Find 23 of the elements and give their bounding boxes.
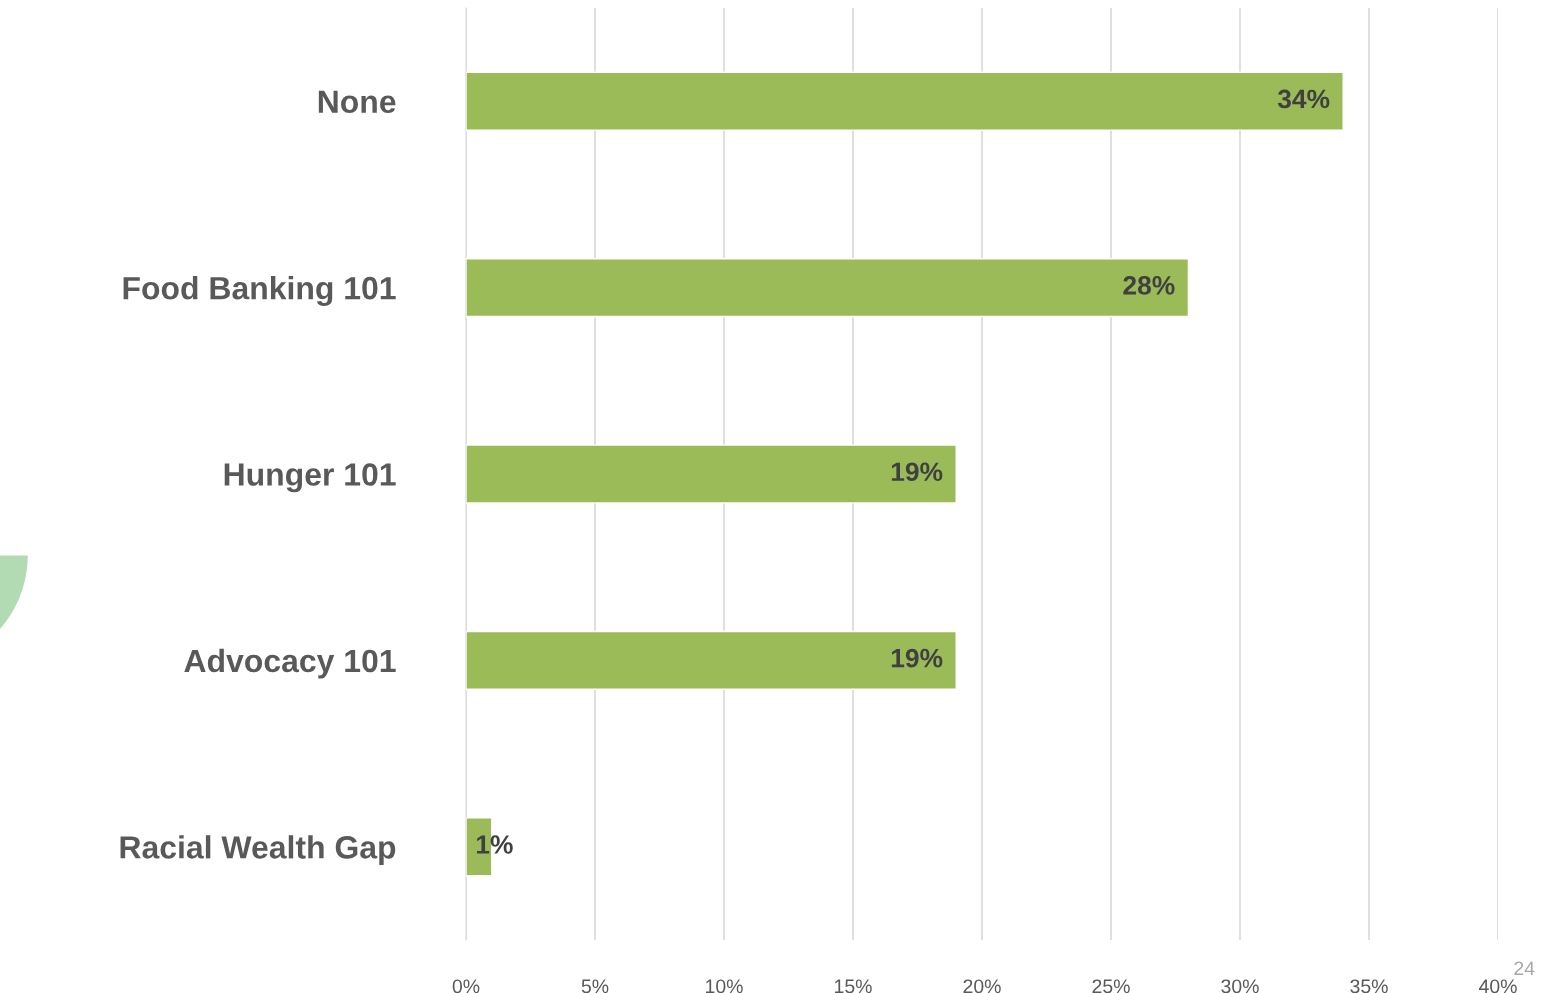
- data-label: 19%: [891, 648, 943, 668]
- bar: [466, 71, 1344, 131]
- x-tick-label: 35%: [1350, 979, 1388, 993]
- x-tick-label: 15%: [835, 979, 872, 993]
- y-tick-label: Hunger 101: [224, 463, 396, 493]
- data-label: 34%: [1277, 89, 1330, 109]
- data-label: 28%: [1123, 276, 1175, 295]
- data-label: 19%: [891, 462, 943, 482]
- x-tick-label: 5%: [581, 979, 609, 993]
- x-tick-label: 20%: [963, 979, 1001, 993]
- x-tick-label: 0%: [452, 979, 480, 993]
- text: 24: [1514, 961, 1535, 976]
- x-tick-label: 40%: [1478, 979, 1517, 993]
- y-tick-label: None: [318, 90, 396, 114]
- bar: [466, 258, 1190, 318]
- x-tick-label: 10%: [706, 979, 743, 993]
- bar: [466, 444, 957, 504]
- x-tick-label: 25%: [1092, 979, 1130, 993]
- y-tick-label: Food Banking 101: [123, 276, 396, 306]
- y-tick-label: Racial Wealth Gap: [120, 835, 396, 865]
- y-tick-label: Advocacy 101: [184, 648, 396, 679]
- bar: [466, 630, 957, 690]
- x-tick-label: 30%: [1221, 979, 1259, 993]
